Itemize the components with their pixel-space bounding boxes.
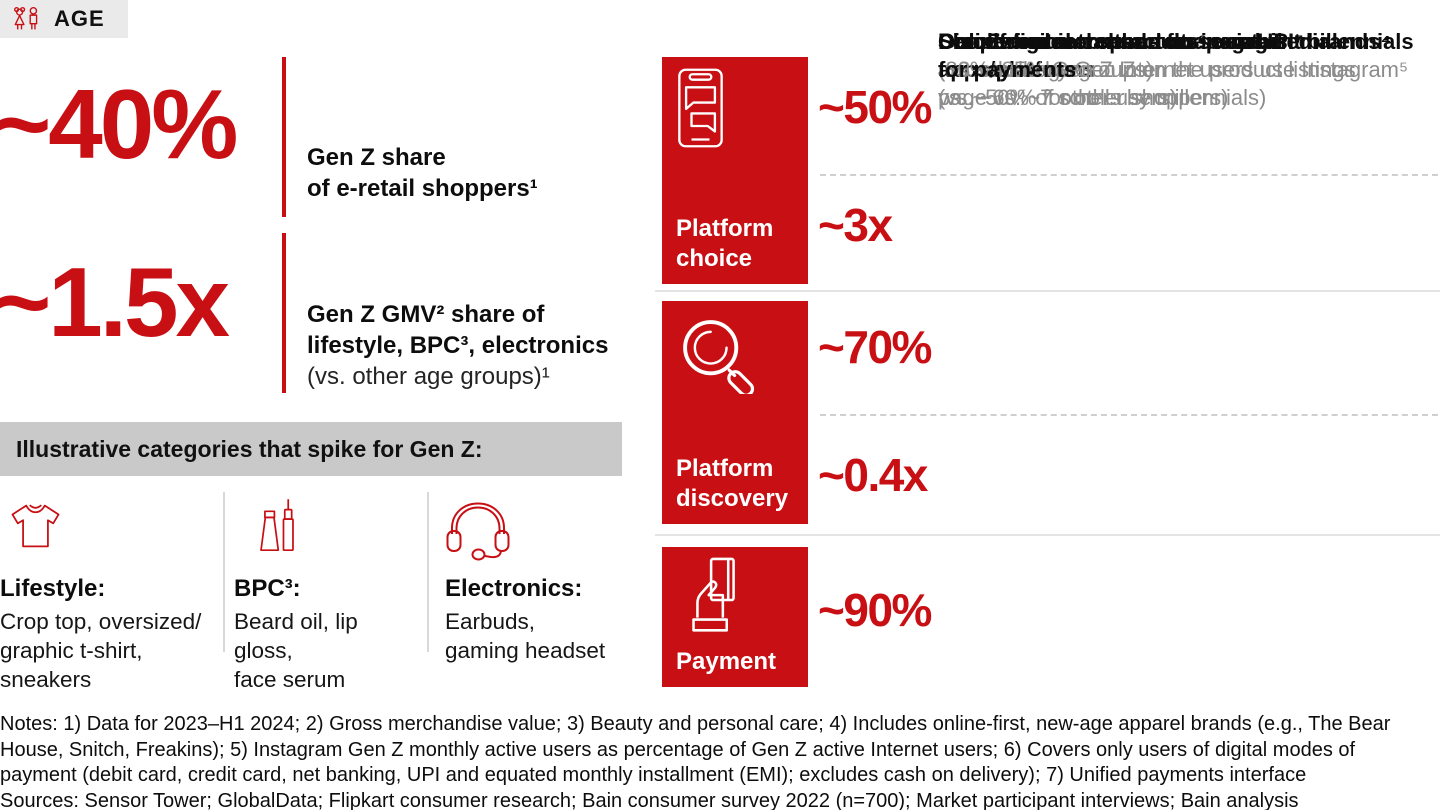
stat-description-bold: Shop from more than five e-retail apps/p…: [938, 29, 1283, 82]
stat-description: Discover new brands on social media (80%…: [938, 0, 1433, 140]
categories-header-banner: Illustrative categories that spike for G…: [0, 422, 622, 476]
tshirt-icon: [11, 504, 60, 548]
red-divider-line: [282, 57, 286, 217]
phone-chat-icon: [678, 68, 723, 148]
category-desc: Earbuds, gaming headset: [445, 609, 606, 663]
stat-value: ~0.4x: [818, 449, 928, 501]
footer: Notes: 1) Data for 2023–H1 2024; 2) Gros…: [0, 712, 1440, 810]
dashed-row-divider: [820, 414, 1438, 416]
stat-description-gray: (vs. other age groups): [938, 57, 1154, 82]
stat-description-bold: Gen Z digital transactors⁶ use UPI⁷ for …: [938, 29, 1304, 82]
section-label: Payment: [676, 648, 777, 675]
stat-value: ~50%: [818, 81, 932, 133]
genz-gmv-stat-text: Gen Z GMV² share of lifestyle, BPC³, ele…: [307, 268, 647, 423]
category-column-divider: [427, 492, 429, 652]
stat-text-bold: Gen Z GMV² share of lifestyle, BPC³, ele…: [307, 301, 609, 359]
section-separator-line: [655, 290, 1440, 292]
section-label: Platform discovery: [676, 455, 789, 512]
headset-icon: [446, 502, 510, 561]
magnifier-icon: [683, 320, 755, 394]
stat-description: Scrolls on search results page vs. mille…: [938, 0, 1433, 140]
genz-gmv-stat-value: ~1.5x: [0, 247, 230, 357]
section-label: Platform choice: [676, 215, 774, 272]
category-icon-area: [0, 495, 216, 574]
sources: Sources: Sensor Tower; GlobalData; Flipk…: [0, 789, 1299, 810]
stat-description-bold: Online fashion spend on insurgent brands…: [938, 29, 1392, 54]
card-in-hand-icon: [692, 557, 735, 632]
section-platform-discovery: Platform discovery: [662, 301, 808, 524]
genz-share-stat-text: Gen Z share of e-retail shoppers¹: [307, 111, 647, 235]
category-title: Lifestyle:: [0, 575, 106, 602]
category-column-divider: [223, 492, 225, 652]
category-lifestyle: Lifestyle: Crop top, oversized/ graphic …: [0, 495, 216, 694]
stat-value: ~3x: [818, 199, 893, 251]
category-icon-area: [445, 495, 621, 574]
age-tag: AGE: [0, 0, 128, 38]
stat-description-bold: Discover new brands on social media: [938, 29, 1331, 54]
category-title: BPC³:: [234, 575, 301, 602]
category-title: Electronics:: [445, 575, 583, 602]
stat-description-gray: (~3 scrolls by Gen Z on the product list…: [938, 57, 1356, 110]
section-separator-line: [655, 534, 1440, 536]
stat-text-bold: Gen Z share of e-retail shoppers¹: [307, 144, 538, 202]
category-icon-area: [234, 495, 420, 574]
section-payment: Payment: [662, 547, 808, 687]
footnotes: Notes: 1) Data for 2023–H1 2024; 2) Gros…: [0, 713, 1391, 787]
category-electronics: Electronics: Earbuds, gaming headset: [445, 495, 621, 665]
stat-text-regular: (vs. other age groups)¹: [307, 363, 550, 390]
stat-description-gray: (vs. ~60% for other shoppers): [938, 85, 1229, 110]
stat-description: Online fashion spend on insurgent brands…: [938, 0, 1433, 112]
genz-share-stat-value: ~40%: [0, 69, 238, 179]
dashed-row-divider: [820, 174, 1438, 176]
cosmetics-icon: [260, 499, 294, 552]
category-bpc: BPC³: Beard oil, lip gloss, face serum: [234, 495, 420, 694]
stat-description-gray: (80%–85% Gen Z Internet users use Instag…: [938, 57, 1409, 110]
stat-value: ~90%: [818, 584, 932, 636]
category-desc: Crop top, oversized/ graphic t-shirt, sn…: [0, 609, 202, 692]
stat-description: Shop from more than five e-retail apps/p…: [938, 0, 1433, 112]
stat-description-bold: Scrolls on search results page vs. mille…: [938, 29, 1414, 54]
gen-z-people-icon: [14, 6, 38, 30]
section-platform-choice: Platform choice: [662, 57, 808, 284]
stat-description: Gen Z digital transactors⁶ use UPI⁷ for …: [938, 0, 1433, 112]
category-desc: Beard oil, lip gloss, face serum: [234, 609, 358, 692]
stat-value: ~70%: [818, 321, 932, 373]
age-tag-label: AGE: [54, 6, 105, 31]
red-divider-line: [282, 233, 286, 393]
